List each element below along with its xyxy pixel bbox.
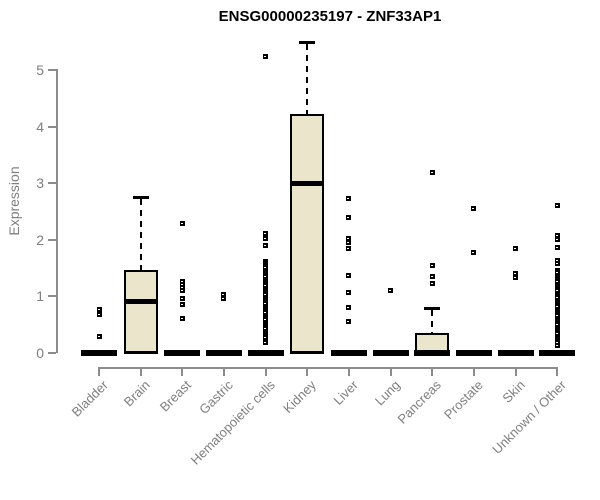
outlier-point <box>346 318 352 324</box>
collapsed-box-at-zero <box>539 349 576 356</box>
box <box>290 114 325 355</box>
outlier-point <box>179 279 185 285</box>
category-label: Unknown / Other <box>489 377 570 457</box>
x-axis-tick <box>556 368 559 376</box>
collapsed-box-at-zero <box>81 349 117 356</box>
outlier-point <box>429 263 435 269</box>
outlier-point <box>429 170 435 176</box>
outlier-point <box>346 272 352 278</box>
chart-title: ENSG00000235197 - ZNF33AP1 <box>218 8 442 25</box>
outlier-point <box>221 292 227 298</box>
y-axis-tick <box>48 238 56 241</box>
collapsed-box-at-zero <box>455 349 492 356</box>
outlier-point <box>346 195 352 201</box>
collapsed-box-at-zero <box>205 349 242 356</box>
outlier-point <box>346 245 352 251</box>
outlier-point <box>554 261 560 267</box>
y-axis-tick <box>48 69 56 72</box>
outlier-point <box>346 214 352 220</box>
outlier-point <box>513 270 518 276</box>
x-axis-tick <box>264 368 267 376</box>
x-axis-tick <box>472 368 475 376</box>
collapsed-box-at-zero <box>330 349 367 356</box>
collapsed-box-at-zero <box>164 349 201 356</box>
outlier-point <box>179 282 185 288</box>
median-line <box>123 299 158 305</box>
outlier-point <box>554 257 560 263</box>
outlier-point <box>179 287 185 293</box>
x-axis-tick <box>181 368 184 376</box>
y-axis-tick <box>48 182 56 185</box>
outlier-point <box>554 342 560 348</box>
x-axis-tick <box>431 368 434 376</box>
outlier-point <box>179 316 185 322</box>
outlier-point <box>513 274 518 280</box>
outlier-point <box>554 203 560 209</box>
outlier-point <box>263 54 269 60</box>
y-tick-label: 5 <box>36 62 44 79</box>
whisker-line <box>306 44 309 115</box>
outlier-point <box>179 221 185 227</box>
outlier-point <box>96 312 102 318</box>
collapsed-box-at-zero <box>497 349 534 356</box>
y-axis-tick <box>48 295 56 298</box>
whisker-cap <box>299 40 316 44</box>
collapsed-box-at-zero <box>247 349 284 356</box>
whisker-cap <box>132 195 149 199</box>
outlier-point <box>96 334 102 340</box>
outlier-point <box>429 273 435 279</box>
x-axis-tick <box>139 368 142 376</box>
outlier-point <box>263 339 269 345</box>
median-line <box>290 180 325 186</box>
outlier-point <box>346 235 352 241</box>
x-axis-line <box>98 367 559 369</box>
y-axis-label: Expression <box>6 166 22 236</box>
outlier-point <box>346 239 352 245</box>
y-tick-label: 0 <box>36 344 44 361</box>
outlier-point <box>471 206 477 212</box>
y-tick-label: 1 <box>36 288 44 305</box>
outlier-point <box>179 296 185 302</box>
outlier-point <box>554 245 560 250</box>
outlier-point <box>263 243 269 249</box>
collapsed-box-at-zero <box>372 349 409 356</box>
outlier-point <box>263 230 269 236</box>
x-axis-tick <box>306 368 309 376</box>
y-axis-line <box>56 69 58 353</box>
median-line <box>414 349 451 356</box>
outlier-point <box>179 285 185 291</box>
outlier-point <box>429 281 435 287</box>
whisker-cap <box>424 306 441 310</box>
outlier-point <box>263 235 269 241</box>
whisker-line <box>431 310 434 333</box>
x-axis-tick <box>347 368 350 376</box>
x-axis-tick <box>389 368 392 376</box>
outlier-point <box>513 245 518 251</box>
outlier-point <box>388 287 394 293</box>
y-axis-tick <box>48 125 56 128</box>
y-tick-label: 3 <box>36 175 44 192</box>
y-tick-label: 2 <box>36 231 44 248</box>
outlier-point <box>346 304 352 310</box>
box <box>123 269 158 355</box>
outlier-point <box>471 249 477 255</box>
y-tick-label: 4 <box>36 118 44 135</box>
x-axis-tick <box>222 368 225 376</box>
whisker-line <box>139 199 142 270</box>
outlier-point <box>96 307 102 313</box>
y-axis-tick <box>48 351 56 354</box>
outlier-point <box>346 290 352 296</box>
outlier-point <box>554 233 560 239</box>
outlier-point <box>221 295 227 301</box>
x-axis-tick <box>514 368 517 376</box>
outlier-point <box>179 302 185 308</box>
outlier-point <box>554 237 560 243</box>
x-axis-tick <box>98 368 100 376</box>
